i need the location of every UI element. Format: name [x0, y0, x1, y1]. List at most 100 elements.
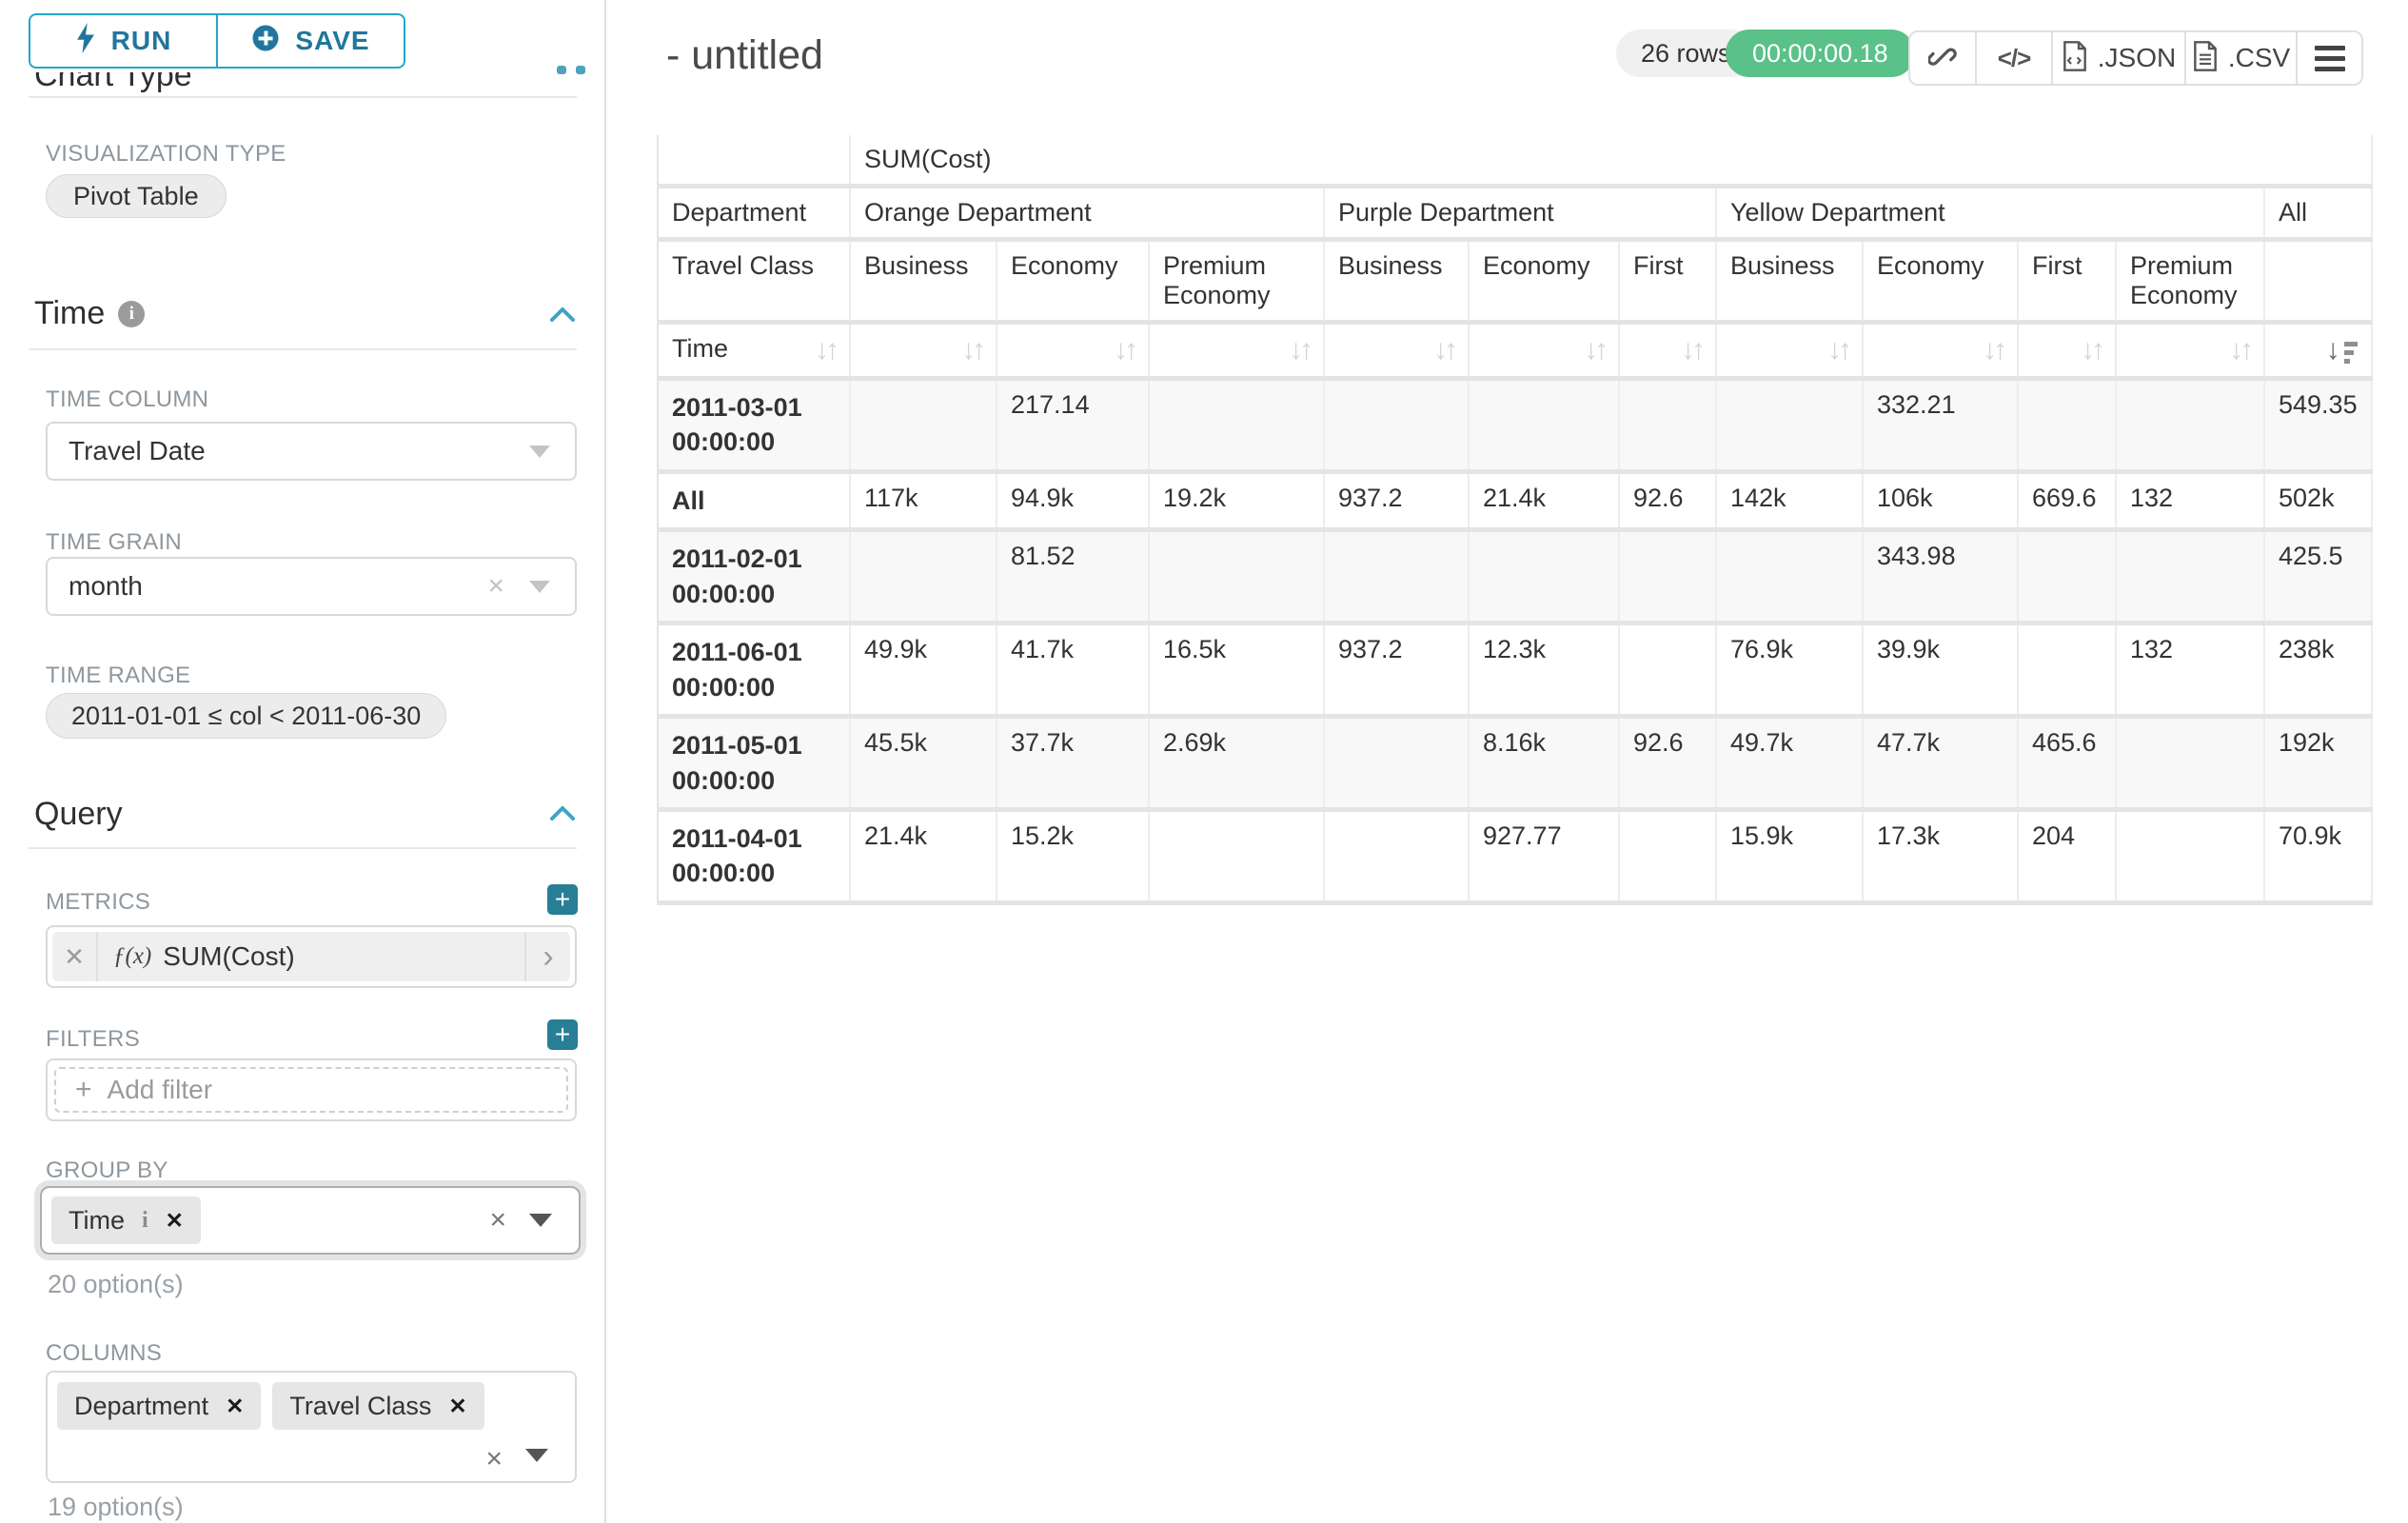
export-csv-button[interactable]: .CSV — [2184, 32, 2296, 84]
pivot-value-cell — [1619, 809, 1717, 905]
viz-type-label: VISUALIZATION TYPE — [46, 141, 286, 167]
code-icon: </> — [1997, 43, 2032, 72]
travel-class-header[interactable]: Premium Economy — [2116, 239, 2265, 325]
sort-up-down-icon[interactable]: ↓↑ — [1681, 334, 1706, 366]
sort-up-down-icon[interactable]: ↓↑ — [1114, 334, 1138, 366]
add-filter-button[interactable]: + — [547, 1019, 578, 1050]
pivot-value-cell: 927.77 — [1469, 809, 1620, 905]
columns-options-hint: 19 option(s) — [48, 1493, 184, 1521]
pivot-value-cell: 92.6 — [1619, 471, 1717, 533]
chevron-up-icon[interactable] — [550, 805, 575, 821]
sort-descending-icon[interactable]: ↓ — [2326, 334, 2358, 366]
travel-class-header[interactable]: Economy — [1469, 239, 1620, 325]
pivot-value-cell — [2116, 378, 2265, 474]
viz-type-pill[interactable]: Pivot Table — [46, 174, 227, 218]
pivot-value-cell — [1619, 529, 1717, 626]
divider — [29, 847, 577, 849]
sort-up-down-icon[interactable]: ↓↑ — [815, 334, 839, 366]
sort-header-cell[interactable]: ↓↑ — [1716, 322, 1864, 381]
remove-chip-icon[interactable]: ✕ — [226, 1393, 245, 1418]
pivot-value-cell: 204 — [2018, 809, 2117, 905]
sort-header-cell[interactable]: ↓↑ — [850, 322, 997, 381]
run-button[interactable]: RUN — [30, 15, 216, 67]
pivot-value-cell — [1149, 529, 1325, 626]
sort-header-cell[interactable]: ↓↑ — [1863, 322, 2019, 381]
copy-link-button[interactable] — [1910, 32, 1975, 84]
sort-up-down-icon[interactable]: ↓↑ — [1433, 334, 1458, 366]
remove-chip-icon[interactable]: ✕ — [448, 1393, 467, 1418]
info-icon[interactable]: i — [142, 1207, 148, 1233]
department-group-header[interactable]: All — [2264, 186, 2373, 242]
sort-header-cell[interactable]: ↓↑ — [1619, 322, 1717, 381]
chevron-right-icon[interactable]: › — [543, 938, 554, 975]
sort-up-down-icon[interactable]: ↓↑ — [1584, 334, 1609, 366]
add-metric-button[interactable]: + — [547, 884, 578, 915]
caret-down-icon — [525, 1449, 548, 1462]
time-range-pill[interactable]: 2011-01-01 ≤ col < 2011-06-30 — [46, 693, 447, 739]
filters-label: FILTERS — [46, 1026, 141, 1052]
travel-class-header[interactable]: Business — [850, 239, 997, 325]
remove-chip-icon[interactable]: ✕ — [165, 1207, 184, 1233]
group-by-select[interactable]: Time i ✕ × — [40, 1186, 581, 1255]
sort-up-down-icon[interactable]: ↓↑ — [2229, 334, 2254, 366]
sort-header-cell[interactable]: ↓↑ — [997, 322, 1150, 381]
sort-header-cell[interactable]: ↓↑ — [1149, 322, 1325, 381]
travel-class-header[interactable]: Economy — [1863, 239, 2019, 325]
sort-header-cell[interactable]: ↓↑ — [1324, 322, 1470, 381]
travel-class-header[interactable]: Business — [1324, 239, 1470, 325]
clear-icon[interactable]: × — [485, 1443, 503, 1474]
travel-class-header[interactable]: First — [2018, 239, 2117, 325]
clear-icon[interactable]: × — [487, 570, 504, 602]
sort-up-down-icon[interactable]: ↓↑ — [1827, 334, 1852, 366]
department-group-header[interactable]: Yellow Department — [1716, 186, 2265, 242]
view-query-button[interactable]: </> — [1975, 32, 2051, 84]
travel-class-header[interactable] — [2264, 239, 2373, 325]
info-icon[interactable]: i — [118, 300, 146, 327]
pivot-value-cell: 132 — [2116, 471, 2265, 533]
sort-up-down-icon[interactable]: ↓↑ — [2081, 334, 2105, 366]
query-section-title: Query — [34, 796, 123, 832]
clear-icon[interactable]: × — [489, 1204, 506, 1236]
travel-class-header[interactable]: Premium Economy — [1149, 239, 1325, 325]
sort-header-cell[interactable]: ↓↑ — [2018, 322, 2117, 381]
export-json-button[interactable]: .JSON — [2051, 32, 2184, 84]
travel-class-header[interactable]: Business — [1716, 239, 1864, 325]
chart-title[interactable]: - untitled — [666, 32, 823, 78]
menu-button[interactable] — [2296, 32, 2361, 84]
sort-header-cell[interactable]: ↓ — [2264, 322, 2373, 381]
travel-class-header[interactable]: Economy — [997, 239, 1150, 325]
pivot-value-cell — [1469, 378, 1620, 474]
sort-up-down-icon[interactable]: ↓↑ — [1983, 334, 2007, 366]
add-filter-dropzone[interactable]: + Add filter — [54, 1067, 568, 1113]
pivot-value-cell: 45.5k — [850, 716, 997, 812]
group-by-chip[interactable]: Time i ✕ — [51, 1197, 201, 1244]
pivot-value-cell: 70.9k — [2264, 809, 2373, 905]
time-column-select[interactable]: Travel Date — [46, 422, 577, 481]
metric-chip[interactable]: ✕ ƒ(x) SUM(Cost) › — [52, 932, 570, 981]
travel-class-header[interactable]: First — [1619, 239, 1717, 325]
pivot-value-cell — [1469, 529, 1620, 626]
sort-up-down-icon[interactable]: ↓↑ — [1289, 334, 1313, 366]
sort-up-down-icon[interactable]: ↓↑ — [961, 334, 986, 366]
columns-select[interactable]: Department ✕ Travel Class ✕ × — [46, 1371, 577, 1483]
pivot-value-cell — [2116, 529, 2265, 626]
time-grain-select[interactable]: month × — [46, 557, 577, 616]
columns-chip[interactable]: Department ✕ — [57, 1382, 262, 1430]
time-section-title: Time i — [34, 295, 146, 332]
pivot-table: SUM(Cost) Department Orange Department Purp… — [657, 135, 2373, 905]
department-group-header[interactable]: Orange Department — [850, 186, 1325, 242]
row-label-cell: 2011-05-01 00:00:00 — [657, 716, 851, 812]
columns-chip[interactable]: Travel Class ✕ — [272, 1382, 484, 1430]
sort-header-cell[interactable]: ↓↑ — [2116, 322, 2265, 381]
pivot-value-cell — [1149, 809, 1325, 905]
save-button[interactable]: SAVE — [216, 15, 404, 67]
pivot-value-cell: 47.7k — [1863, 716, 2019, 812]
remove-metric-icon[interactable]: ✕ — [64, 941, 85, 971]
pivot-value-cell — [1324, 378, 1470, 474]
table-row: 2011-06-01 00:00:00 49.9k 41.7k 16.5k 937.2 1… — [657, 623, 2373, 720]
sort-header-cell[interactable]: ↓↑ — [1469, 322, 1620, 381]
chevron-up-icon[interactable] — [550, 307, 575, 322]
row-label-cell: All — [657, 471, 851, 533]
department-group-header[interactable]: Purple Department — [1324, 186, 1717, 242]
table-row: 2011-03-01 00:00:00 217.14 332.21 549.35 — [657, 378, 2373, 474]
